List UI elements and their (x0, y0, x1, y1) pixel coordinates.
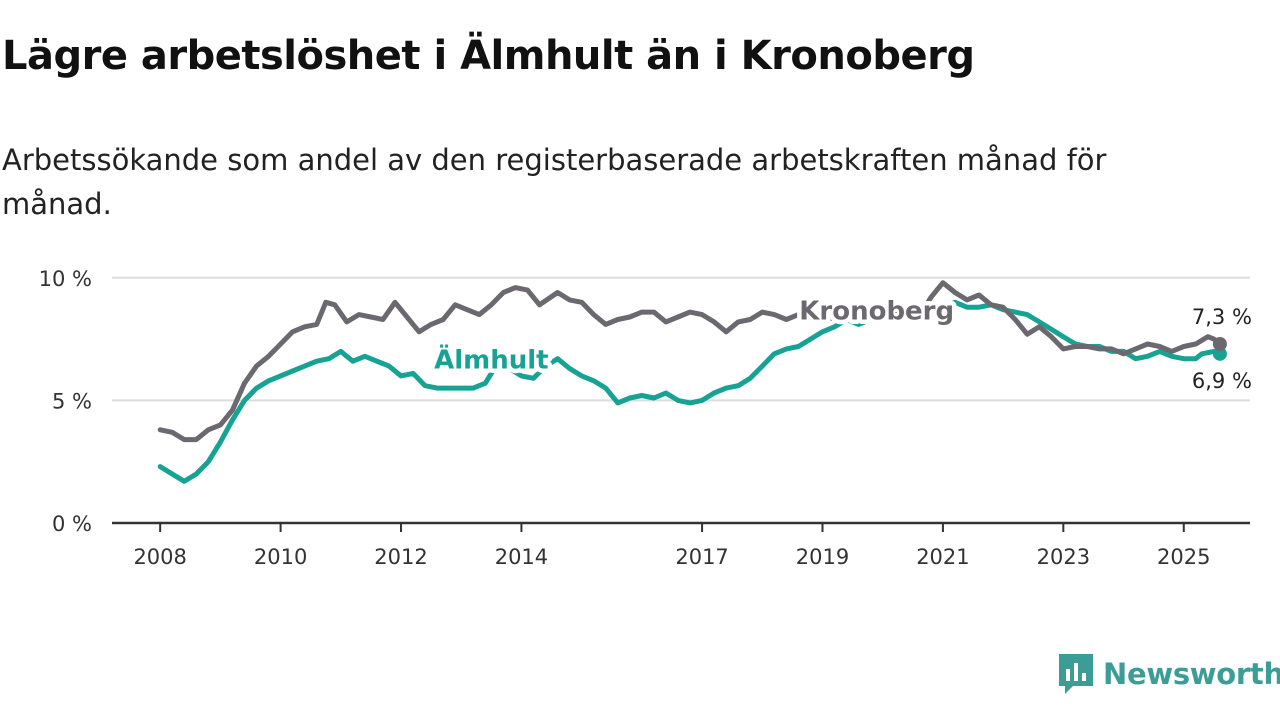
series-label: Kronoberg (799, 296, 954, 326)
x-tick-label: 2023 (1037, 545, 1090, 569)
chart-subtitle: Arbetssökande som andel av den registerb… (2, 143, 1107, 221)
end-value-halo: 7,3 % (1192, 305, 1252, 329)
x-tick-label: 2014 (495, 545, 548, 569)
series-label-halo: Älmhult (434, 344, 549, 376)
newsworthy-logo-icon (1059, 654, 1093, 694)
x-tick-label: 2025 (1157, 545, 1210, 569)
end-value-halo: 6,9 % (1192, 369, 1252, 393)
series-end-marker (1212, 337, 1227, 352)
y-tick-label: 10 % (39, 267, 92, 291)
x-tick-label: 2019 (796, 545, 849, 569)
series-label-halo: Kronoberg (799, 296, 954, 326)
x-tick-label: 2010 (254, 545, 307, 569)
series-line-kronoberg (157, 280, 1223, 443)
chart-title: Lägre arbetslöshet i Älmhult än i Kronob… (2, 33, 975, 79)
x-tick-label: 2021 (916, 545, 969, 569)
y-tick-label: 5 % (52, 389, 92, 413)
brand-name: Newsworthy (1103, 657, 1280, 691)
series-label: Älmhult (434, 344, 549, 376)
series-end-marker (1212, 346, 1227, 361)
y-tick-label: 0 % (52, 512, 92, 536)
x-tick-label: 2012 (374, 545, 427, 569)
x-tick-label: 2008 (133, 545, 186, 569)
series-line-lmhult (157, 299, 1223, 484)
x-tick-label: 2017 (675, 545, 728, 569)
end-value-label: 6,9 % (1192, 369, 1252, 393)
brand-logo: Newsworthy (1059, 652, 1280, 696)
end-value-label: 7,3 % (1192, 305, 1252, 329)
